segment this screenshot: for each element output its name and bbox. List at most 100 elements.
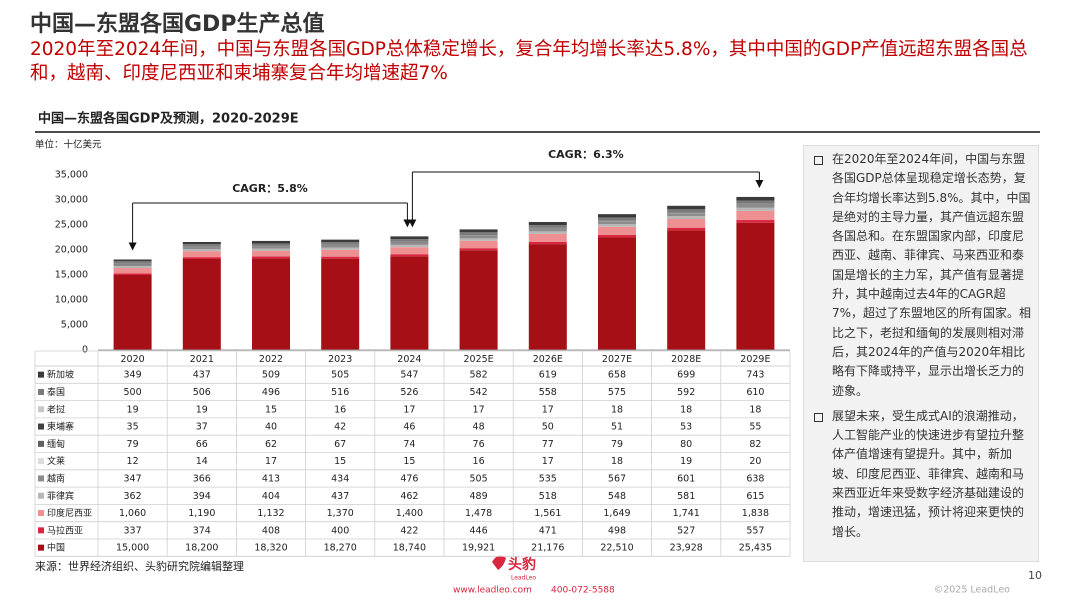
legend-swatch (38, 510, 44, 517)
table-cell: 17 (542, 404, 554, 415)
legend-swatch (38, 544, 44, 551)
table-cell: 496 (262, 387, 280, 398)
table-cell: 46 (403, 422, 415, 433)
bar-segment (182, 257, 221, 259)
table-cell: 19,921 (462, 543, 495, 554)
table-cell: 400 (331, 525, 349, 536)
bar-segment (252, 250, 290, 257)
table-cell: 1,838 (742, 508, 769, 519)
table-cell: 16 (334, 404, 346, 415)
bar-segment (459, 229, 498, 233)
table-cell: 505 (331, 370, 349, 381)
bar-segment (390, 247, 429, 255)
table-cell: 509 (262, 370, 280, 381)
bar-segment (321, 258, 360, 350)
table-cell: 476 (400, 473, 418, 484)
legend-label: 越南 (47, 472, 65, 484)
bar-segment (390, 239, 429, 242)
bar-segment (321, 247, 360, 250)
phone: 400-072-5588 (551, 586, 615, 596)
table-cell: 40 (265, 422, 277, 433)
x-tick-label: 2027E (602, 354, 632, 365)
table-cell: 12 (127, 456, 139, 467)
table-cell: 434 (331, 473, 349, 484)
table-cell: 17 (265, 456, 277, 467)
legend-label: 老挝 (47, 403, 65, 415)
table-cell: 16 (473, 456, 485, 467)
table-cell: 413 (262, 473, 280, 484)
table-cell: 76 (473, 439, 485, 450)
legend-swatch (38, 440, 44, 447)
table-cell: 548 (608, 491, 626, 502)
table-cell: 638 (746, 473, 764, 484)
bar-segment (182, 251, 221, 258)
table-cell: 1,561 (534, 508, 561, 519)
bar-segment (528, 225, 567, 228)
bar-segment (667, 219, 706, 228)
table-cell: 15 (403, 456, 415, 467)
bar-segment (667, 216, 706, 220)
y-tick-label: 25,000 (55, 220, 88, 231)
legend-label: 泰国 (47, 386, 65, 398)
table-cell: 18 (611, 404, 623, 415)
y-tick-label: 5,000 (61, 320, 88, 331)
legend-label: 缅甸 (47, 438, 65, 450)
table-cell: 77 (542, 439, 554, 450)
bar-segment (182, 244, 221, 247)
legend-label: 新加坡 (47, 369, 74, 381)
x-tick-label: 2023 (328, 354, 352, 365)
x-tick-label: 2020 (121, 354, 145, 365)
table-cell: 62 (265, 439, 277, 450)
x-tick-label: 2029E (740, 354, 770, 365)
y-tick-label: 20,000 (55, 245, 88, 256)
table-cell: 1,478 (465, 508, 492, 519)
table-cell: 347 (124, 473, 142, 484)
table-cell: 79 (611, 439, 623, 450)
table-cell: 558 (539, 387, 557, 398)
table-cell: 21,176 (531, 543, 564, 554)
legend-label: 印度尼西亚 (47, 507, 92, 519)
table-cell: 35 (127, 422, 139, 433)
table-cell: 15,000 (116, 543, 149, 554)
table-cell: 699 (677, 370, 695, 381)
bar-segment (736, 210, 775, 221)
table-cell: 18,200 (185, 543, 218, 554)
table-cell: 582 (470, 370, 488, 381)
unit-label: 单位：十亿美元 (35, 139, 102, 151)
bar-segment (736, 207, 775, 211)
table-cell: 535 (539, 473, 557, 484)
table-cell: 489 (470, 491, 488, 502)
bar-segment (459, 250, 498, 350)
table-cell: 48 (473, 422, 485, 433)
brand-en: LeadLeo (511, 575, 536, 582)
table-cell: 506 (193, 387, 211, 398)
table-cell: 527 (677, 525, 695, 536)
table-cell: 615 (746, 491, 764, 502)
x-tick-label: 2028E (671, 354, 701, 365)
table-cell: 18 (680, 404, 692, 415)
legend-swatch (38, 423, 44, 430)
table-cell: 66 (196, 439, 208, 450)
bar-segment (667, 205, 706, 210)
table-cell: 518 (539, 491, 557, 502)
bar-segment (459, 232, 498, 236)
bar-segment (736, 200, 775, 204)
table-cell: 14 (196, 456, 208, 467)
table-cell: 19 (680, 456, 692, 467)
page-subtitle: 2020年至2024年间，中国与东盟各国GDP总体稳定增长，复合年均增长率达5.… (30, 39, 1028, 84)
paragraph: 展望未来，受生成式AI的浪潮推动，人工智能产业的快速进步有望拉升整体产值增速有望… (814, 407, 1032, 542)
table-cell: 17 (542, 456, 554, 467)
legend-label: 柬埔寨 (47, 421, 74, 433)
bar-segment (667, 209, 706, 213)
table-cell: 19 (127, 404, 139, 415)
url: www.leadleo.com (453, 586, 532, 596)
bar-segment (182, 249, 221, 252)
table-cell: 362 (124, 491, 142, 502)
page-title: 中国—东盟各国GDP生产总值 (30, 12, 325, 37)
table-cell: 610 (746, 387, 764, 398)
table-cell: 505 (470, 473, 488, 484)
x-tick-label: 2022 (259, 354, 283, 365)
table-cell: 567 (608, 473, 626, 484)
legend-swatch (38, 406, 44, 413)
bar-segment (113, 275, 152, 350)
